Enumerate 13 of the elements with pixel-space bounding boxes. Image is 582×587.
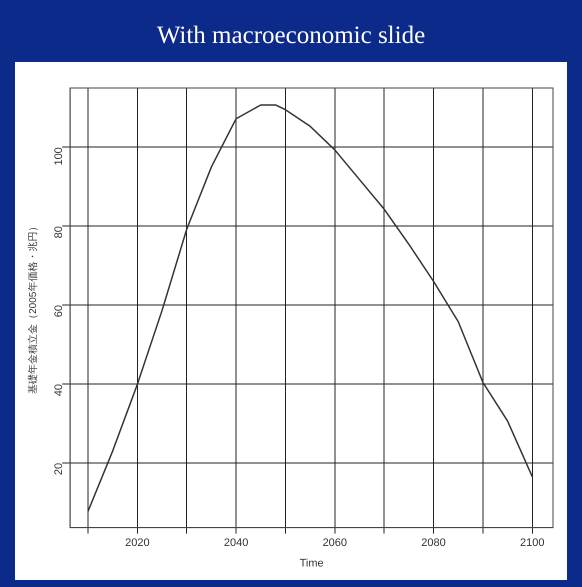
y-tick-label: 80 — [53, 226, 66, 238]
y-tick-label: 40 — [53, 384, 66, 396]
x-tick-label: 2020 — [125, 537, 150, 550]
x-tick-label: 2080 — [421, 537, 446, 550]
chart-title: With macroeconomic slide — [156, 22, 426, 50]
y-tick-label: 20 — [53, 462, 66, 476]
y-axis-title: 基礎年金積立金（2005年価格・兆円） — [26, 222, 39, 394]
x-tick-label: 2060 — [322, 537, 348, 550]
x-tick-label: 2040 — [224, 537, 248, 550]
y-tick-label: 100 — [53, 147, 66, 166]
x-tick-label: 2100 — [520, 537, 545, 550]
y-tick-label: 60 — [53, 305, 66, 318]
x-axis-title: Time — [300, 557, 324, 570]
